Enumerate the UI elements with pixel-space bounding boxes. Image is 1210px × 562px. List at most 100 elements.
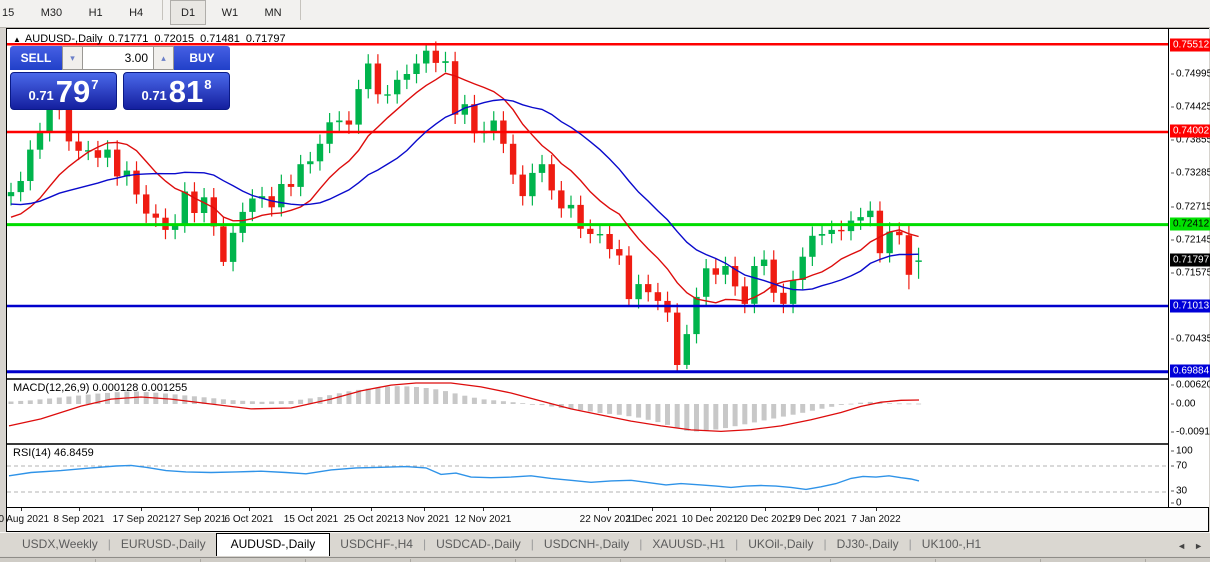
axis-price-label: 0.73285 xyxy=(1171,168,1210,179)
timeframe-toolbar: 15 M30 H1 H4 D1 W1 MN xyxy=(0,0,1210,28)
pane-bottom-border xyxy=(7,507,1208,508)
axis-price-label: -0.009197 xyxy=(1171,427,1210,438)
axis-price-label: 100 xyxy=(1171,446,1193,457)
chart-window: ▲ AUDUSD-,Daily 0.71771 0.72015 0.71481 0.717… xyxy=(0,28,1210,532)
time-axis-label: 6 Oct 2021 xyxy=(224,514,274,525)
strip-tick xyxy=(410,559,411,562)
time-axis-tick xyxy=(876,508,877,511)
axis-price-label: 0.006201 xyxy=(1171,380,1210,391)
timeframe-m15[interactable]: 15 xyxy=(2,7,15,19)
time-axis-label: 25 Oct 2021 xyxy=(343,514,399,525)
axis-price-badge-red: 0.75512 xyxy=(1170,38,1210,52)
axis-price-label: 0.72715 xyxy=(1171,202,1210,213)
chart-canvas[interactable] xyxy=(7,29,1168,507)
pane-separator[interactable] xyxy=(7,378,1208,380)
sell-price-big: 79 xyxy=(55,74,91,110)
timeframe-m30[interactable]: M30 xyxy=(40,7,63,19)
bottom-strip xyxy=(0,557,1210,562)
symbol-tab-usdcnh-daily[interactable]: USDCNH-,Daily xyxy=(543,537,630,551)
strip-tick xyxy=(200,559,201,562)
sell-button[interactable]: SELL xyxy=(10,46,62,70)
time-axis-tick xyxy=(608,508,609,511)
tab-separator: | xyxy=(735,537,739,551)
strip-tick xyxy=(725,559,726,562)
axis-price-label: 0.73855 xyxy=(1171,135,1210,146)
time-axis-label: 8 Sep 2021 xyxy=(53,514,105,525)
volume-decrease-button[interactable]: ▾ xyxy=(62,46,83,70)
price-axis[interactable]: 0.74995 0.74425 0.73855 0.73285 0.72715 0.721… xyxy=(1168,29,1210,509)
time-axis-tick xyxy=(21,508,22,511)
time-axis-label: 12 Nov 2021 xyxy=(454,514,512,525)
sell-price-box[interactable]: 0.71 79 7 xyxy=(10,72,117,110)
timeframe-h4[interactable]: H4 xyxy=(129,7,144,19)
time-axis-tick xyxy=(818,508,819,511)
tab-separator: | xyxy=(823,537,827,551)
symbol-tab-bar: ◄ ► USDX,Weekly | EURUSD-,Daily AUDUSD-,Dai… xyxy=(0,532,1210,556)
time-axis-tick xyxy=(424,508,425,511)
time-axis-tick xyxy=(79,508,80,511)
volume-increase-button[interactable]: ▴ xyxy=(153,46,174,70)
collapse-triangle-icon[interactable]: ▲ xyxy=(13,35,21,44)
tab-separator: | xyxy=(107,537,111,551)
strip-tick xyxy=(305,559,306,562)
timeframe-d1[interactable]: D1 xyxy=(170,0,207,25)
axis-price-label: 0.72145 xyxy=(1171,235,1210,246)
toolbar-separator xyxy=(161,0,163,20)
time-axis-label: 3 Nov 2021 xyxy=(398,514,450,525)
symbol-tab-usdx-weekly[interactable]: USDX,Weekly xyxy=(22,537,98,551)
volume-input[interactable]: 3.00 xyxy=(83,46,153,70)
axis-price-badge-blue: 0.69884 xyxy=(1170,364,1210,378)
symbol-tab-xauusd-h1[interactable]: XAUUSD-,H1 xyxy=(652,537,726,551)
time-axis-tick xyxy=(311,508,312,511)
sell-price-pip: 7 xyxy=(91,77,99,92)
symbol-tab-dj30-daily[interactable]: DJ30-,Daily xyxy=(836,537,899,551)
ohlc-high: 0.72015 xyxy=(154,33,195,45)
timeframe-w1[interactable]: W1 xyxy=(221,7,239,19)
tabs-scroll-left-icon[interactable]: ◄ xyxy=(1177,541,1186,551)
time-axis-label: 17 Sep 2021 xyxy=(112,514,170,525)
time-axis-label: 1 Dec 2021 xyxy=(626,514,678,525)
tab-separator: | xyxy=(530,537,534,551)
pane-separator[interactable] xyxy=(7,443,1208,445)
tabs-scroll-right-icon[interactable]: ► xyxy=(1194,541,1203,551)
axis-price-badge-green: 0.72412 xyxy=(1170,217,1210,231)
sell-price-prefix: 0.71 xyxy=(28,88,54,103)
axis-price-badge-blue: 0.71013 xyxy=(1170,299,1210,313)
axis-price-label: 30 xyxy=(1171,486,1187,497)
buy-price-box[interactable]: 0.71 81 8 xyxy=(123,72,230,110)
time-axis-label: 22 Nov 2021 xyxy=(579,514,637,525)
macd-indicator-label: MACD(12,26,9) 0.000128 0.001255 xyxy=(13,382,188,394)
chart-title: ▲ AUDUSD-,Daily 0.71771 0.72015 0.71481 0.717… xyxy=(13,33,292,45)
ohlc-low: 0.71481 xyxy=(200,33,240,45)
symbol-tab-usdchf-h4[interactable]: USDCHF-,H4 xyxy=(340,537,413,551)
symbol-tab-usdcad-daily[interactable]: USDCAD-,Daily xyxy=(436,537,521,551)
axis-price-badge-red: 0.74002 xyxy=(1170,124,1210,138)
timeframe-mn[interactable]: MN xyxy=(264,7,282,19)
time-axis-tick xyxy=(371,508,372,511)
time-axis-tick xyxy=(249,508,250,511)
time-axis-label: 15 Oct 2021 xyxy=(283,514,339,525)
axis-price-label: 70 xyxy=(1171,461,1187,472)
time-axis-tick xyxy=(141,508,142,511)
strip-tick xyxy=(515,559,516,562)
axis-price-label: 0.71575 xyxy=(1171,268,1210,279)
timeframe-h1[interactable]: H1 xyxy=(88,7,103,19)
buy-price-prefix: 0.71 xyxy=(141,88,167,103)
symbol-tab-uk100-h1[interactable]: UK100-,H1 xyxy=(921,537,982,551)
one-click-trade-panel: SELL ▾ 3.00 ▴ BUY 0.71 79 7 0.71 81 8 xyxy=(10,46,230,110)
buy-price-big: 81 xyxy=(168,74,204,110)
tab-separator: | xyxy=(422,537,427,551)
symbol-tab-audusd-daily[interactable]: AUDUSD-,Daily xyxy=(215,533,331,556)
symbol-tab-eurusd-daily[interactable]: EURUSD-,Daily xyxy=(120,537,206,551)
strip-tick xyxy=(1145,559,1146,562)
symbol-tab-ukoil-daily[interactable]: UKOil-,Daily xyxy=(748,537,814,551)
buy-button[interactable]: BUY xyxy=(174,46,230,70)
chart-symbol-period: AUDUSD-,Daily xyxy=(24,33,103,45)
time-axis-tick xyxy=(710,508,711,511)
time-axis-label: 29 Dec 2021 xyxy=(789,514,847,525)
axis-price-label: 0.74995 xyxy=(1171,69,1210,80)
buy-price-pip: 8 xyxy=(204,77,212,92)
time-axis-label: 20 Dec 2021 xyxy=(736,514,794,525)
toolbar-separator xyxy=(300,0,302,20)
